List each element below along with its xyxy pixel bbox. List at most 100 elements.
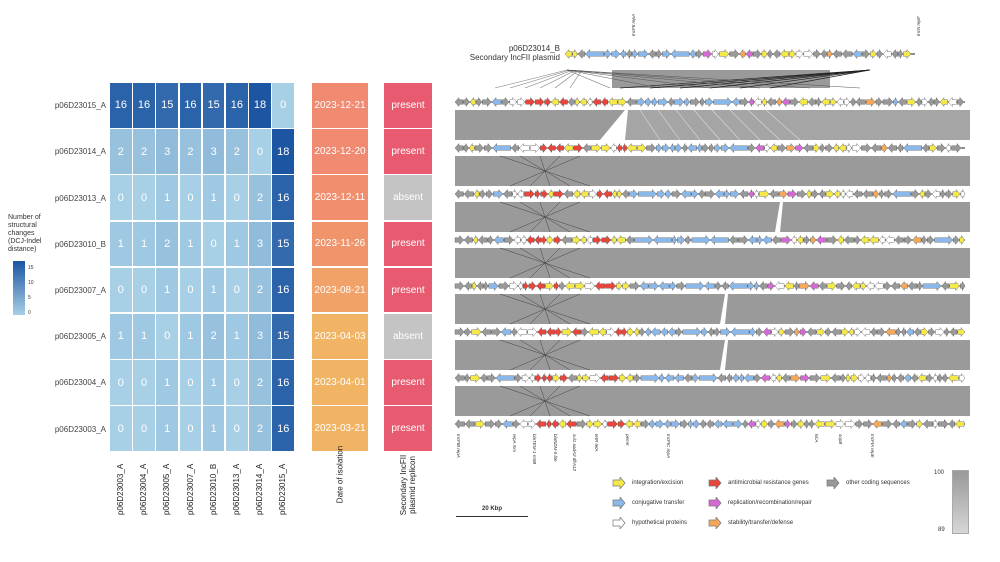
similarity-block — [780, 202, 970, 232]
gene-arrow — [454, 326, 465, 338]
gene-arrow — [670, 48, 690, 60]
gene-arrow — [922, 280, 942, 292]
gene-arrow — [639, 326, 645, 338]
similarity-link — [711, 109, 741, 141]
gene-arrow — [564, 142, 574, 154]
heatmap-cell: 0 — [110, 360, 132, 405]
gene-arrow — [664, 372, 675, 384]
gene-arrow — [872, 418, 882, 430]
heatmap-cell: 1 — [202, 267, 225, 313]
gene-arrow — [876, 48, 883, 60]
gene-arrow — [831, 326, 842, 338]
gene-arrow — [616, 234, 626, 246]
legend-item: other coding sequences — [826, 477, 910, 489]
gene-arrow — [519, 418, 528, 430]
gene-arrow — [824, 418, 836, 430]
gene-arrow — [668, 326, 676, 338]
gene-arrow — [662, 48, 671, 60]
heatmap-cell: 2 — [249, 175, 271, 221]
gene-arrow — [799, 326, 807, 338]
legend-label: stability/transfer/defense — [728, 520, 794, 526]
gene-arrow — [739, 188, 749, 200]
gene-arrow — [611, 48, 620, 60]
gene-arrow — [675, 142, 682, 154]
gene-label: IncFIA repE — [870, 434, 875, 458]
gene-arrow — [937, 142, 946, 154]
gene-arrow — [588, 326, 599, 338]
legend-item: integration/excision — [612, 477, 683, 489]
gene-arrow — [685, 234, 692, 246]
gene-arrow — [835, 418, 845, 430]
gene-arrow — [616, 280, 623, 292]
gene-arrow — [472, 281, 477, 291]
gene-arrow — [502, 418, 513, 430]
gene-label: sul1 aadA2 dfrA12 — [572, 434, 577, 472]
heatmap-cell: 0 — [110, 406, 132, 452]
gene-arrow — [769, 188, 779, 200]
gene-arrow — [546, 418, 552, 430]
gene-arrow — [572, 48, 578, 60]
gene-arrow — [840, 372, 846, 384]
gene-arrow — [619, 372, 627, 384]
gene-arrow — [520, 234, 527, 246]
gene-arrow — [825, 326, 832, 338]
gene-arrow — [660, 326, 668, 338]
gene-arrow — [553, 234, 562, 246]
gene-arrow — [483, 281, 489, 291]
gene-arrow — [732, 372, 739, 384]
gene-arrow — [491, 326, 501, 338]
gene-arrow — [894, 234, 904, 246]
gene-arrow — [739, 96, 749, 108]
gene-arrow — [928, 96, 934, 108]
heatmap-cell: 16 — [133, 83, 155, 128]
gene-arrow — [820, 372, 831, 384]
gene-arrow — [903, 142, 922, 154]
gene-arrow — [747, 418, 756, 430]
gene-arrow — [901, 327, 906, 337]
gene-arrow — [572, 326, 581, 338]
gene-arrow — [603, 188, 612, 200]
gene-arrow — [512, 188, 518, 200]
gene-arrow — [589, 372, 601, 384]
gene-arrow — [899, 418, 908, 430]
gene-arrow — [898, 96, 907, 108]
gene-arrow — [640, 372, 660, 384]
gene-arrow — [513, 418, 520, 430]
gene-arrow — [825, 188, 834, 200]
heatmap-cell: 2 — [249, 406, 271, 452]
gene-arrow — [732, 96, 740, 108]
gene-arrow — [729, 234, 738, 246]
heatmap-cell: 1 — [202, 175, 225, 221]
gene-arrow — [747, 280, 755, 292]
gene-arrow — [906, 326, 914, 338]
gene-arrow — [481, 326, 492, 338]
gene-arrow — [809, 280, 819, 292]
gene-arrow — [952, 188, 961, 200]
gene-arrow — [931, 188, 941, 200]
heatmap-cell: 1 — [202, 360, 225, 405]
gene-arrow — [831, 372, 841, 384]
gene-arrow — [941, 280, 950, 292]
gene-arrow — [825, 142, 833, 154]
gene-arrow — [656, 142, 662, 154]
row-label: p06D23015_A — [54, 101, 106, 111]
gene-arrow — [604, 48, 612, 60]
gene-arrow-icon — [708, 497, 722, 509]
gene-arrow — [809, 372, 821, 384]
heatmap-cell: 1 — [110, 221, 132, 267]
top-plasmid-name: p06D23014_B — [508, 44, 560, 53]
legend-label: hypothetical proteins — [632, 520, 688, 526]
gene-arrow — [682, 142, 688, 154]
gene-label: repA mrx — [512, 434, 517, 453]
gene-arrow — [929, 142, 937, 154]
gene-arrow — [720, 142, 730, 154]
similarity-link — [619, 69, 871, 89]
gene-arrow — [636, 96, 646, 108]
gene-arrow — [744, 372, 754, 384]
gene-arrow — [465, 418, 475, 430]
heatmap-cell: 16 — [272, 175, 295, 221]
gene-arrow — [629, 280, 640, 292]
gene-arrow — [596, 188, 604, 200]
gene-arrow — [646, 142, 656, 154]
